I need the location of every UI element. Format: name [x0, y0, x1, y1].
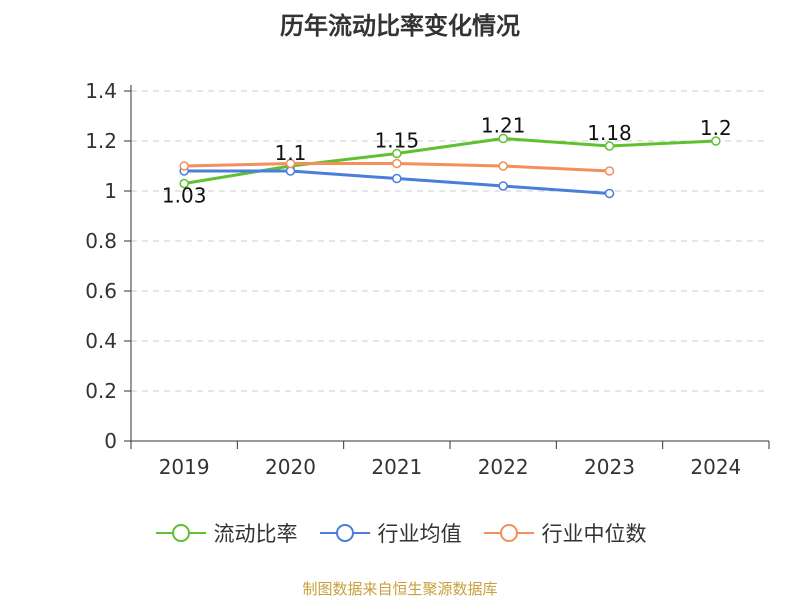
x-tick-label: 2023: [584, 455, 635, 479]
data-label: 1.15: [375, 129, 420, 153]
data-point[interactable]: [392, 148, 402, 159]
data-point[interactable]: [179, 178, 189, 189]
data-point[interactable]: [498, 181, 508, 191]
data-label: 1.03: [162, 184, 207, 208]
data-point[interactable]: [604, 166, 615, 176]
y-tick-label: 1: [104, 179, 117, 203]
legend-label-industry-median: 行业中位数: [541, 522, 647, 546]
data-point[interactable]: [498, 133, 508, 144]
y-tick-label: 1.2: [85, 129, 117, 153]
data-point[interactable]: [604, 141, 615, 151]
x-tick-label: 2022: [478, 455, 529, 479]
x-axis-ticks: 2019 2020 2021 2022 2023 2024: [130, 441, 770, 479]
series-points: [179, 133, 721, 199]
data-point[interactable]: [711, 136, 721, 146]
y-tick-label: 0.2: [85, 379, 117, 403]
source-note: 制图数据来自恒生聚源数据库: [302, 580, 498, 598]
legend-swatch-industry-median: [483, 524, 534, 542]
data-point[interactable]: [285, 158, 296, 169]
data-label: 1.21: [481, 114, 526, 138]
legend-item-industry-median[interactable]: 行业中位数: [482, 518, 647, 548]
y-tick-label: 0.8: [85, 229, 117, 253]
y-tick-label: 0: [104, 429, 117, 453]
legend-swatch-current-ratio: [155, 524, 206, 542]
grid-lines: [131, 90, 769, 392]
y-tick-label: 1.4: [85, 79, 117, 103]
legend-label-industry-mean: 行业均值: [377, 522, 462, 546]
data-point[interactable]: [179, 161, 189, 171]
x-tick-label: 2019: [159, 455, 210, 479]
data-point[interactable]: [604, 188, 615, 199]
axes: [130, 85, 769, 442]
data-label: 1.2: [700, 116, 732, 140]
legend: 流动比率 行业均值 行业中位数: [0, 518, 800, 548]
y-tick-label: 0.4: [85, 329, 117, 353]
x-tick-label: 2020: [265, 455, 316, 479]
data-point[interactable]: [392, 158, 402, 169]
data-point[interactable]: [392, 173, 402, 184]
y-tick-label: 0.6: [85, 279, 117, 303]
series-lines: [183, 137, 716, 195]
chart-title: 历年流动比率变化情况: [280, 12, 520, 40]
legend-item-current-ratio[interactable]: 流动比率: [154, 518, 298, 548]
data-point[interactable]: [498, 161, 508, 171]
data-labels: 1.03 1.1 1.15 1.21 1.18 1.2: [162, 114, 732, 208]
data-label: 1.18: [587, 121, 632, 145]
legend-item-industry-mean[interactable]: 行业均值: [318, 518, 462, 548]
y-axis-ticks: 0 0.2 0.4 0.6 0.8 1 1.2 1.4: [85, 79, 131, 453]
x-tick-label: 2024: [690, 455, 741, 479]
x-tick-label: 2021: [371, 455, 422, 479]
legend-swatch-industry-mean: [319, 524, 370, 542]
legend-label-current-ratio: 流动比率: [213, 522, 298, 546]
series-line: [183, 137, 716, 185]
data-label: 1.1: [275, 141, 307, 165]
